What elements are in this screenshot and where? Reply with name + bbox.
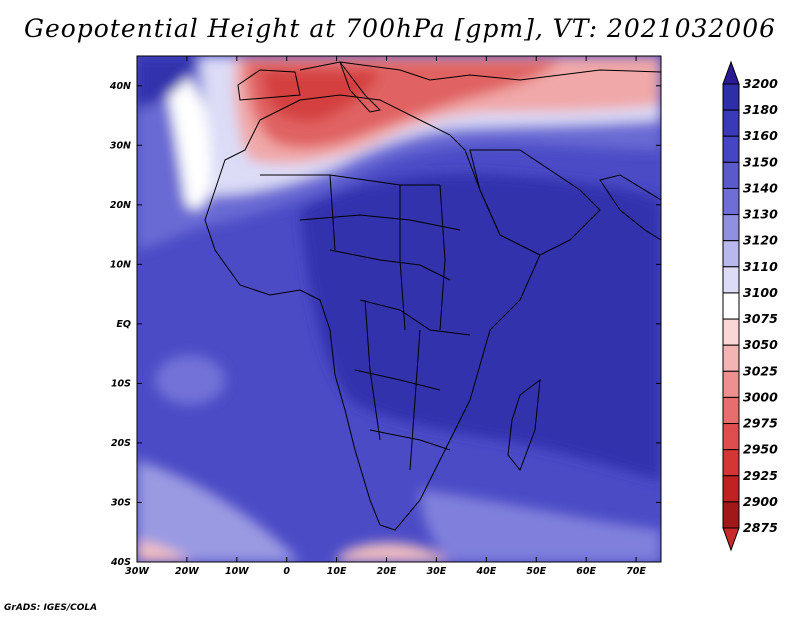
colorbar-label: 3150: [743, 154, 778, 169]
colorbar-swatch: [722, 83, 740, 111]
colorbar-label: 3025: [743, 363, 778, 378]
colorbar-swatch: [722, 396, 740, 425]
colorbar-top-arrow: [722, 60, 740, 85]
europe-coast: [299, 61, 661, 81]
border-line: [299, 214, 461, 231]
lon-tick-label: 60E: [576, 566, 596, 577]
border-line: [359, 299, 471, 336]
colorbar-label: 3075: [743, 311, 778, 326]
lat-tick-label: 20N: [110, 200, 131, 211]
lon-tick-label: 40E: [475, 566, 496, 577]
colorbar-swatch: [722, 318, 740, 346]
colorbar-bottom-arrow: [722, 527, 740, 552]
colorbar-swatch: [722, 161, 740, 189]
colorbar-swatch: [722, 344, 740, 372]
height-field: [137, 56, 661, 562]
colorbar-label: 3100: [743, 285, 778, 300]
colorbar-swatch: [722, 135, 740, 163]
border-line: [369, 429, 451, 451]
lon-tick-label: 70E: [626, 566, 646, 577]
lon-tick-label: 10E: [327, 566, 347, 577]
colorbar-swatch: [722, 292, 740, 320]
lat-tick-label: 20S: [111, 438, 131, 449]
colorbar-swatch: [722, 449, 740, 477]
white-tongue-west: [160, 60, 211, 209]
colorbar: 3200 3180 3160 3150 3140 3130 3120 3110 3100 3075…: [722, 60, 778, 552]
colorbar-label: 3200: [743, 76, 778, 91]
italy-coastline: [339, 61, 382, 113]
colorbar-label: 3050: [743, 337, 778, 352]
lon-tick-label: 0: [283, 566, 290, 577]
coastlines: [204, 61, 661, 531]
colorbar-label: 3140: [743, 180, 778, 195]
colorbar-label: 2900: [743, 494, 778, 509]
africa-coastline: [204, 94, 541, 531]
lat-tick-label: 10N: [110, 259, 131, 270]
lat-tick-label: 30S: [111, 497, 131, 508]
border-line: [399, 185, 406, 331]
border-line: [260, 174, 440, 186]
madagascar-coastline: [507, 378, 541, 471]
colorbar-swatch: [722, 240, 740, 268]
lat-tick-label: EQ: [116, 319, 131, 330]
longitude-ticks: 30W 20W 10W 0 10E 20E 30E 40E 50E 60E 70E: [125, 56, 646, 577]
colorbar-label: 3000: [743, 389, 778, 404]
colorbar-label: 2875: [743, 520, 778, 535]
colorbar-label: 3180: [743, 102, 778, 117]
border-line: [329, 174, 336, 251]
colorbar-swatch: [722, 109, 740, 137]
lat-tick-label: 40N: [109, 81, 131, 92]
colorbar-label: 3160: [743, 128, 778, 143]
colorbar-swatch: [722, 266, 740, 294]
lon-tick-label: 10W: [225, 566, 249, 577]
border-line: [364, 299, 381, 441]
map-title: Geopotential Height at 700hPa [gpm], VT:…: [23, 14, 777, 43]
west-atlantic-patch: [155, 355, 225, 405]
lon-tick-label: 50E: [526, 566, 546, 577]
map-frame: [136, 55, 662, 563]
southern-low-west: [137, 540, 190, 562]
iberia-coastline: [237, 69, 301, 101]
colorbar-label: 3110: [743, 259, 778, 274]
lon-tick-label: 30W: [125, 566, 149, 577]
deep-blue-interior: [300, 173, 661, 481]
colorbar-swatch: [722, 214, 740, 242]
border-line: [439, 184, 446, 331]
border-line: [409, 329, 421, 471]
lon-tick-label: 20W: [175, 566, 199, 577]
colorbar-label: 2975: [743, 416, 778, 431]
red-low-center: [260, 70, 380, 122]
credit-text: GrADS: IGES/COLA: [4, 603, 98, 613]
lon-tick-label: 20E: [377, 566, 397, 577]
colorbar-label: 2950: [743, 442, 778, 457]
southern-indian-trough: [420, 490, 661, 562]
colorbar-swatch: [722, 187, 740, 216]
colorbar-swatch: [722, 423, 740, 451]
lat-tick-label: 40S: [110, 557, 131, 568]
latitude-ticks: 40N 30N 20N 10N EQ 10S 20S 30S 40S: [109, 81, 661, 568]
lat-tick-label: 10S: [111, 378, 131, 389]
deep-blue-northwest: [137, 56, 200, 110]
arabia-coastline: [469, 149, 601, 256]
southern-low-east: [335, 542, 450, 562]
colorbar-label: 2925: [743, 468, 778, 483]
colorbar-swatch: [722, 370, 740, 398]
colorbar-label: 3120: [743, 233, 778, 248]
india-coastline: [599, 174, 661, 241]
lat-tick-label: 30N: [110, 140, 131, 151]
colorbar-swatch: [722, 501, 740, 529]
south-atlantic-trough: [137, 460, 300, 562]
colorbar-label: 3130: [743, 207, 778, 222]
lon-tick-label: 30E: [427, 566, 447, 577]
colorbar-swatch: [722, 475, 740, 503]
